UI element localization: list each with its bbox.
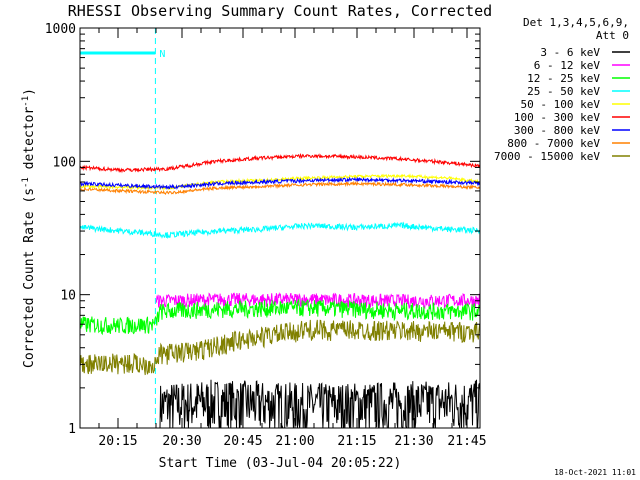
x-tick-label: 20:30 [162, 434, 201, 449]
legend-label: 300 - 800 keV [514, 124, 600, 137]
x-axis-label: Start Time (03-Jul-04 20:05:22) [159, 456, 402, 471]
plot-area: NS [80, 28, 480, 428]
x-tick-label: 21:45 [447, 434, 486, 449]
legend-label: 12 - 25 keV [527, 72, 600, 85]
series-line [80, 153, 480, 174]
series-line [80, 176, 480, 190]
legend-label: 25 - 50 keV [527, 85, 600, 98]
y-tick-label: 1000 [45, 22, 76, 37]
series-line [155, 291, 480, 310]
series-line [80, 221, 480, 239]
x-tick-label: 21:30 [394, 434, 433, 449]
y-tick-label: 10 [60, 289, 76, 304]
legend-header-line-2: Att 0 [596, 29, 629, 42]
y-tick-label: 100 [53, 155, 76, 170]
legend-label: 800 - 7000 keV [507, 137, 600, 150]
y-axis: 1 10 100 1000 [45, 22, 480, 437]
y-tick-label: 1 [68, 422, 76, 437]
legend-label: 6 - 12 keV [534, 59, 601, 72]
legend-label: 3 - 6 keV [540, 46, 600, 59]
series-line [80, 319, 480, 376]
series-line [159, 379, 480, 428]
legend-label: 7000 - 15000 keV [494, 150, 600, 163]
series-line [80, 180, 480, 196]
chart-title: RHESSI Observing Summary Count Rates, Co… [68, 2, 492, 20]
x-axis: 20:15 20:30 20:45 21:00 21:15 21:30 21:45 [79, 28, 487, 449]
x-tick-label: 20:45 [223, 434, 262, 449]
y-axis-label: Corrected Count Rate (s-1 detector-1) [21, 88, 37, 368]
flag-label: N [159, 49, 165, 60]
legend-label: 50 - 100 keV [521, 98, 601, 111]
legend-header-line-1: Det 1,3,4,5,6,9, [523, 16, 629, 29]
plot-frame [79, 27, 481, 429]
series-line [80, 298, 480, 336]
x-tick-label: 20:15 [98, 434, 137, 449]
legend-label: 100 - 300 keV [514, 111, 600, 124]
x-tick-label: 21:00 [275, 434, 314, 449]
x-tick-label: 21:15 [337, 434, 376, 449]
footer-date: 18-Oct-2021 11:01 [554, 468, 636, 477]
